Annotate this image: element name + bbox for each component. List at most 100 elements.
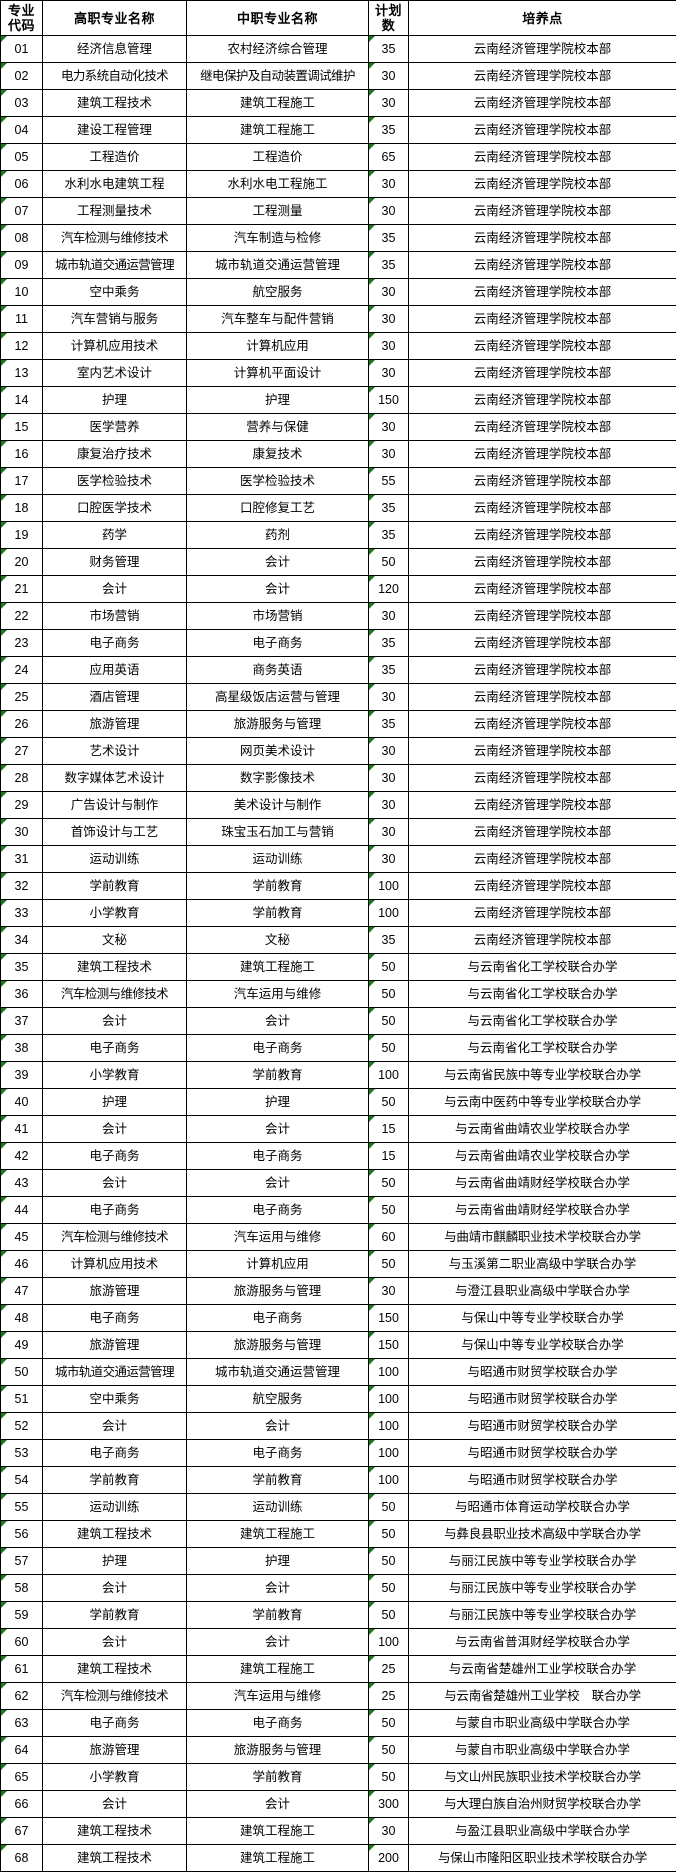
cell-secondary-major[interactable]: 建筑工程施工 xyxy=(186,1817,369,1845)
cell-plan-count[interactable]: 35 xyxy=(368,656,409,684)
cell-plan-count[interactable]: 100 xyxy=(368,1412,409,1440)
cell-higher-major[interactable]: 空中乘务 xyxy=(42,1385,187,1413)
cell-plan-count[interactable]: 50 xyxy=(368,1763,409,1791)
cell-training-site[interactable]: 云南经济管理学院校本部 xyxy=(408,62,676,90)
cell-plan-count[interactable]: 50 xyxy=(368,953,409,981)
cell-training-site[interactable]: 与昭通市财贸学校联合办学 xyxy=(408,1412,676,1440)
cell-code[interactable]: 21 xyxy=(0,575,43,603)
cell-higher-major[interactable]: 建设工程管理 xyxy=(42,116,187,144)
cell-secondary-major[interactable]: 商务英语 xyxy=(186,656,369,684)
cell-secondary-major[interactable]: 汽车整车与配件营销 xyxy=(186,305,369,333)
cell-code[interactable]: 27 xyxy=(0,737,43,765)
cell-plan-count[interactable]: 35 xyxy=(368,926,409,954)
cell-code[interactable]: 36 xyxy=(0,980,43,1008)
cell-training-site[interactable]: 与云南省楚雄州工业学校 联合办学 xyxy=(408,1682,676,1710)
cell-higher-major[interactable]: 电子商务 xyxy=(42,1142,187,1170)
cell-higher-major[interactable]: 电子商务 xyxy=(42,629,187,657)
cell-code[interactable]: 42 xyxy=(0,1142,43,1170)
cell-plan-count[interactable]: 300 xyxy=(368,1790,409,1818)
cell-secondary-major[interactable]: 旅游服务与管理 xyxy=(186,1277,369,1305)
cell-secondary-major[interactable]: 建筑工程施工 xyxy=(186,1655,369,1683)
cell-secondary-major[interactable]: 建筑工程施工 xyxy=(186,1844,369,1872)
cell-plan-count[interactable]: 150 xyxy=(368,1331,409,1359)
cell-plan-count[interactable]: 50 xyxy=(368,1493,409,1521)
cell-code[interactable]: 19 xyxy=(0,521,43,549)
cell-training-site[interactable]: 与丽江民族中等专业学校联合办学 xyxy=(408,1547,676,1575)
cell-secondary-major[interactable]: 运动训练 xyxy=(186,845,369,873)
cell-code[interactable]: 39 xyxy=(0,1061,43,1089)
cell-secondary-major[interactable]: 汽车制造与检修 xyxy=(186,224,369,252)
cell-secondary-major[interactable]: 口腔修复工艺 xyxy=(186,494,369,522)
cell-training-site[interactable]: 云南经济管理学院校本部 xyxy=(408,467,676,495)
cell-higher-major[interactable]: 室内艺术设计 xyxy=(42,359,187,387)
cell-plan-count[interactable]: 30 xyxy=(368,278,409,306)
cell-training-site[interactable]: 与云南省曲靖财经学校联合办学 xyxy=(408,1169,676,1197)
cell-secondary-major[interactable]: 美术设计与制作 xyxy=(186,791,369,819)
cell-plan-count[interactable]: 35 xyxy=(368,251,409,279)
cell-plan-count[interactable]: 25 xyxy=(368,1655,409,1683)
cell-training-site[interactable]: 云南经济管理学院校本部 xyxy=(408,494,676,522)
cell-code[interactable]: 09 xyxy=(0,251,43,279)
cell-higher-major[interactable]: 会计 xyxy=(42,1790,187,1818)
cell-higher-major[interactable]: 空中乘务 xyxy=(42,278,187,306)
cell-higher-major[interactable]: 旅游管理 xyxy=(42,710,187,738)
cell-secondary-major[interactable]: 会计 xyxy=(186,1412,369,1440)
cell-higher-major[interactable]: 电子商务 xyxy=(42,1196,187,1224)
cell-code[interactable]: 41 xyxy=(0,1115,43,1143)
cell-code[interactable]: 44 xyxy=(0,1196,43,1224)
cell-secondary-major[interactable]: 汽车运用与维修 xyxy=(186,1682,369,1710)
cell-training-site[interactable]: 与昭通市财贸学校联合办学 xyxy=(408,1439,676,1467)
cell-training-site[interactable]: 云南经济管理学院校本部 xyxy=(408,710,676,738)
cell-plan-count[interactable]: 50 xyxy=(368,1547,409,1575)
cell-plan-count[interactable]: 30 xyxy=(368,845,409,873)
cell-secondary-major[interactable]: 农村经济综合管理 xyxy=(186,35,369,63)
cell-plan-count[interactable]: 100 xyxy=(368,872,409,900)
cell-training-site[interactable]: 与云南省民族中等专业学校联合办学 xyxy=(408,1061,676,1089)
cell-secondary-major[interactable]: 汽车运用与维修 xyxy=(186,1223,369,1251)
cell-plan-count[interactable]: 100 xyxy=(368,1358,409,1386)
cell-training-site[interactable]: 云南经济管理学院校本部 xyxy=(408,386,676,414)
cell-code[interactable]: 05 xyxy=(0,143,43,171)
cell-higher-major[interactable]: 会计 xyxy=(42,1412,187,1440)
cell-secondary-major[interactable]: 计算机应用 xyxy=(186,1250,369,1278)
cell-secondary-major[interactable]: 学前教育 xyxy=(186,1763,369,1791)
cell-higher-major[interactable]: 艺术设计 xyxy=(42,737,187,765)
cell-training-site[interactable]: 与丽江民族中等专业学校联合办学 xyxy=(408,1601,676,1629)
cell-training-site[interactable]: 与云南省化工学校联合办学 xyxy=(408,1034,676,1062)
cell-code[interactable]: 16 xyxy=(0,440,43,468)
cell-higher-major[interactable]: 汽车检测与维修技术 xyxy=(42,224,187,252)
cell-plan-count[interactable]: 30 xyxy=(368,305,409,333)
cell-training-site[interactable]: 云南经济管理学院校本部 xyxy=(408,548,676,576)
cell-code[interactable]: 06 xyxy=(0,170,43,198)
cell-training-site[interactable]: 与云南省曲靖农业学校联合办学 xyxy=(408,1115,676,1143)
cell-higher-major[interactable]: 工程造价 xyxy=(42,143,187,171)
cell-code[interactable]: 40 xyxy=(0,1088,43,1116)
cell-higher-major[interactable]: 会计 xyxy=(42,575,187,603)
cell-code[interactable]: 15 xyxy=(0,413,43,441)
cell-code[interactable]: 55 xyxy=(0,1493,43,1521)
cell-training-site[interactable]: 与云南省曲靖财经学校联合办学 xyxy=(408,1196,676,1224)
cell-training-site[interactable]: 与蒙自市职业高级中学联合办学 xyxy=(408,1709,676,1737)
cell-higher-major[interactable]: 会计 xyxy=(42,1574,187,1602)
cell-training-site[interactable]: 与丽江民族中等专业学校联合办学 xyxy=(408,1574,676,1602)
cell-secondary-major[interactable]: 康复技术 xyxy=(186,440,369,468)
cell-training-site[interactable]: 与保山中等专业学校联合办学 xyxy=(408,1331,676,1359)
cell-code[interactable]: 58 xyxy=(0,1574,43,1602)
cell-secondary-major[interactable]: 计算机应用 xyxy=(186,332,369,360)
cell-training-site[interactable]: 与云南中医药中等专业学校联合办学 xyxy=(408,1088,676,1116)
cell-secondary-major[interactable]: 电子商务 xyxy=(186,1142,369,1170)
cell-code[interactable]: 54 xyxy=(0,1466,43,1494)
cell-secondary-major[interactable]: 药剂 xyxy=(186,521,369,549)
cell-code[interactable]: 01 xyxy=(0,35,43,63)
cell-higher-major[interactable]: 旅游管理 xyxy=(42,1277,187,1305)
cell-higher-major[interactable]: 康复治疗技术 xyxy=(42,440,187,468)
cell-code[interactable]: 04 xyxy=(0,116,43,144)
cell-training-site[interactable]: 与云南省普洱财经学校联合办学 xyxy=(408,1628,676,1656)
cell-secondary-major[interactable]: 学前教育 xyxy=(186,899,369,927)
cell-plan-count[interactable]: 100 xyxy=(368,899,409,927)
cell-code[interactable]: 22 xyxy=(0,602,43,630)
cell-plan-count[interactable]: 50 xyxy=(368,1169,409,1197)
cell-secondary-major[interactable]: 会计 xyxy=(186,1790,369,1818)
cell-plan-count[interactable]: 35 xyxy=(368,521,409,549)
cell-secondary-major[interactable]: 旅游服务与管理 xyxy=(186,710,369,738)
